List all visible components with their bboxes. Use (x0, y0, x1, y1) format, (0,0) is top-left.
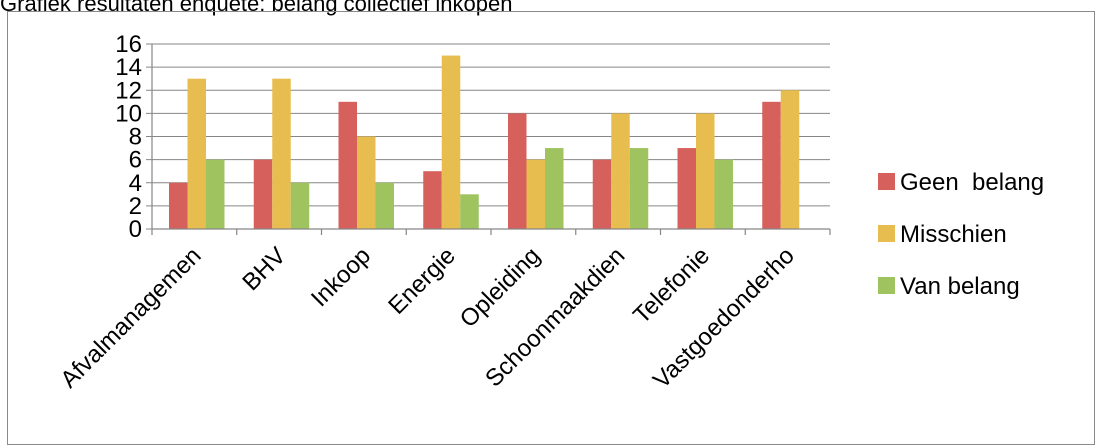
bar-1-inkoop (338, 101, 357, 229)
chart-frame (7, 11, 1095, 445)
bar-3-inkoop (375, 182, 394, 229)
bar-2-schoonmaakdien (611, 113, 630, 229)
legend-swatch (878, 225, 895, 242)
bar-1-vastgoedonderho (762, 101, 781, 229)
x-category-label: Afvalmanagemen (55, 242, 206, 393)
bar-3-schoonmaakdien (629, 148, 649, 229)
y-tick-label: 16 (115, 31, 142, 58)
legend-swatch (878, 277, 895, 294)
bar-3-energie (460, 194, 479, 229)
bar-2-vastgoedonderho (780, 90, 800, 229)
x-category-label: Vastgoedonderho (648, 242, 800, 394)
y-tick-label: 8 (129, 124, 142, 151)
x-category-label: Telefonie (628, 242, 715, 329)
bar-1-bhv (253, 159, 273, 229)
y-tick-label: 6 (129, 147, 142, 174)
bars (169, 55, 800, 229)
bar-2-afvalmanagemen (187, 78, 206, 229)
x-category-label: Opleiding (455, 242, 546, 333)
y-tick-label: 2 (129, 193, 142, 220)
bar-1-energie (423, 171, 442, 229)
page-title: Grafiek resultaten enquete: belang colle… (0, 0, 513, 16)
y-tick-label: 14 (115, 54, 142, 81)
bar-3-telefonie (714, 159, 733, 229)
bar-3-bhv (290, 182, 310, 229)
y-tick-label: 0 (129, 216, 142, 243)
x-category-label: Inkoop (306, 242, 376, 312)
bar-1-opleiding (508, 113, 527, 229)
legend-swatch (878, 173, 895, 190)
bar-2-inkoop (357, 136, 376, 229)
y-tick-label: 12 (115, 77, 142, 104)
x-category-label: Energie (383, 242, 461, 320)
y-tick-label: 10 (115, 100, 142, 127)
axes (151, 44, 831, 235)
bar-2-telefonie (696, 113, 715, 229)
legend-label: Geen belang (900, 169, 1044, 196)
bar-1-afvalmanagemen (169, 182, 188, 229)
x-category-label: BHV (237, 242, 291, 296)
bar-2-energie (441, 55, 461, 229)
bar-2-opleiding (526, 159, 545, 229)
y-tick-label: 4 (129, 170, 142, 197)
legend: Geen belang Misschien Van belang (878, 169, 1044, 300)
bar-3-opleiding (545, 148, 564, 229)
bar-1-telefonie (677, 148, 696, 229)
legend-label: Van belang (900, 273, 1020, 300)
bar-1-schoonmaakdien (592, 159, 612, 229)
bar-2-bhv (272, 78, 291, 229)
bar-3-afvalmanagemen (206, 159, 225, 229)
legend-label: Misschien (900, 221, 1007, 248)
